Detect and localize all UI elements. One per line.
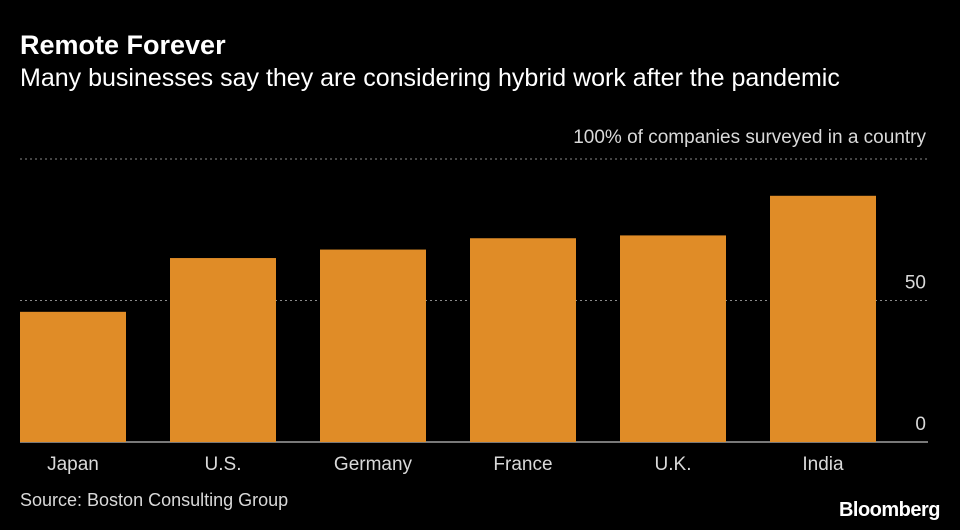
category-label: U.S. xyxy=(205,454,242,475)
category-label: India xyxy=(802,454,844,475)
bar-france xyxy=(470,238,576,442)
chart-source: Source: Boston Consulting Group xyxy=(20,490,289,510)
y-tick-label: 50 xyxy=(905,273,926,294)
bar-india xyxy=(770,195,876,442)
bar-u-s xyxy=(170,258,276,442)
category-label: U.K. xyxy=(655,454,692,475)
chart-title: Remote Forever xyxy=(20,30,226,60)
bar-layer xyxy=(20,195,876,442)
bar-germany xyxy=(320,249,426,442)
category-label: Japan xyxy=(47,454,99,475)
chart-subtitle: Many businesses say they are considering… xyxy=(20,64,840,92)
category-layer: Japan U.S. Germany France U.K. India xyxy=(47,454,844,475)
bar-u-k xyxy=(620,235,726,442)
y-tick-label: 0 xyxy=(915,414,926,435)
axis-note: 100% of companies surveyed in a country xyxy=(573,127,926,148)
tick-layer: 0 50 xyxy=(905,273,926,436)
category-label: Germany xyxy=(334,454,413,475)
bar-japan xyxy=(20,311,126,442)
bloomberg-logo: Bloomberg xyxy=(838,499,941,521)
category-label: France xyxy=(493,454,552,475)
